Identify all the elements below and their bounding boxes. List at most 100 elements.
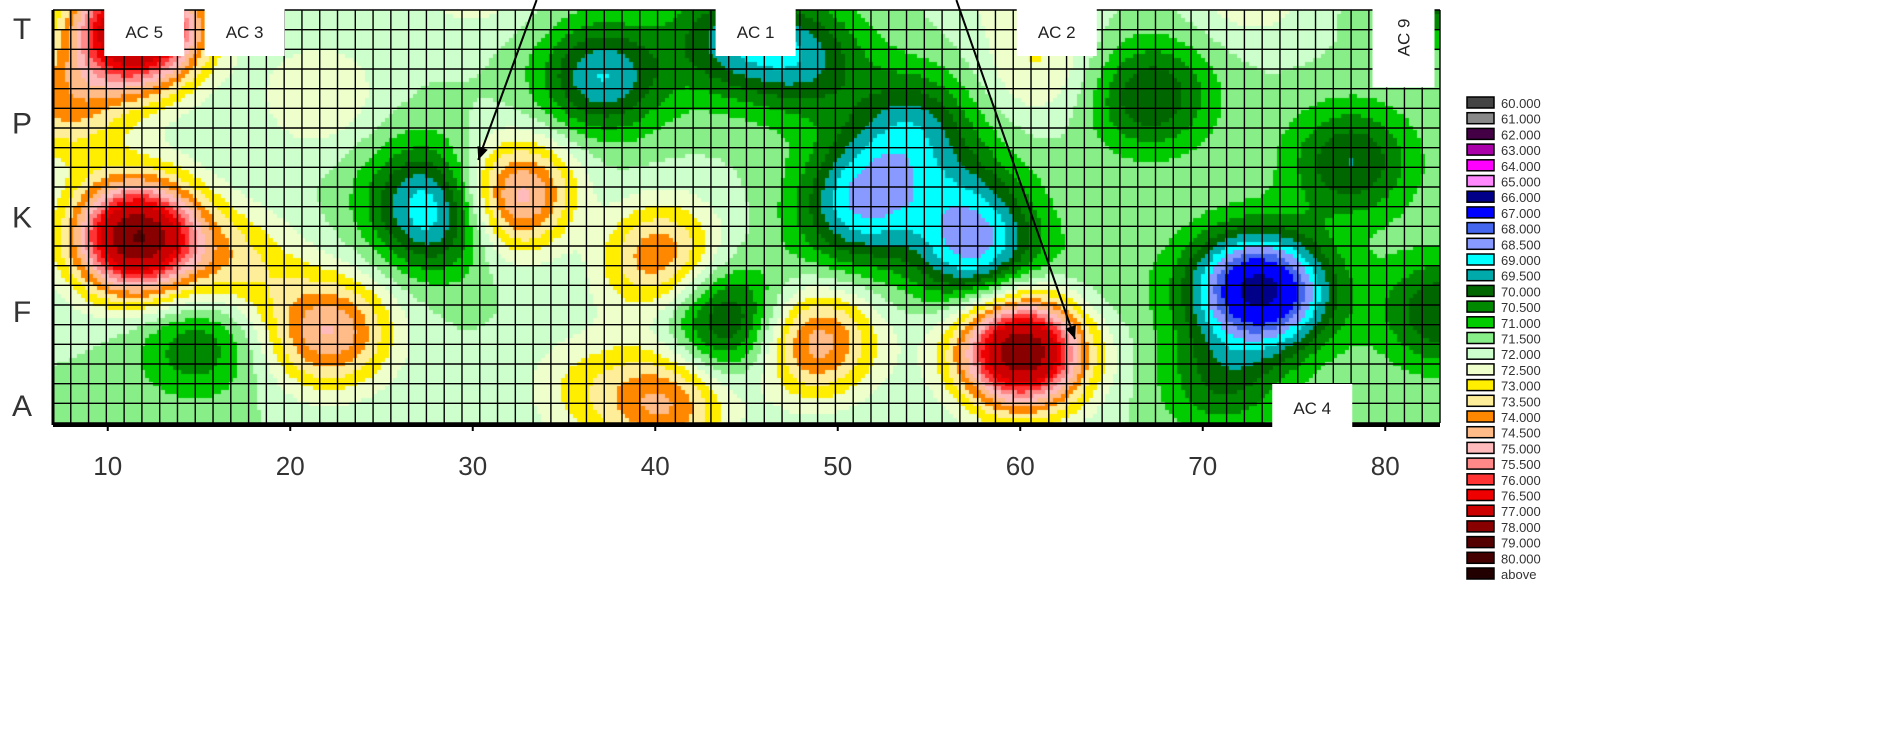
legend-swatch: [1466, 457, 1495, 470]
annotation-text: AC 9: [1395, 19, 1414, 57]
annotation-label: AC 2: [1016, 8, 1097, 56]
legend-swatch: [1466, 520, 1495, 533]
legend-label: 70.000: [1501, 284, 1541, 299]
annotation-box: [1272, 384, 1353, 432]
x-tick-label: 40: [641, 451, 670, 481]
legend-label: 69.000: [1501, 253, 1541, 268]
annotation-text: AC 2: [1038, 23, 1076, 42]
y-tick-label: A: [12, 390, 32, 423]
legend-swatch: [1466, 143, 1495, 156]
legend-swatch: [1466, 488, 1495, 502]
legend-label: 78.000: [1501, 520, 1541, 535]
legend-label: 61.000: [1501, 112, 1541, 127]
legend-swatch: [1466, 394, 1495, 408]
legend-label: 72.500: [1501, 363, 1541, 378]
legend-swatch: [1466, 441, 1495, 455]
annotation-label: AC 5: [104, 8, 185, 56]
annotation-text: AC 5: [125, 23, 163, 42]
legend-label: 76.000: [1501, 473, 1541, 488]
legend-swatch: [1466, 111, 1495, 125]
annotation-label: AC 3: [204, 8, 285, 56]
annotation-text: AC 3: [226, 23, 264, 42]
legend-swatch: [1466, 551, 1495, 565]
y-tick-label: K: [12, 202, 32, 235]
legend-swatch: [1466, 237, 1495, 251]
legend-label: 73.000: [1501, 379, 1541, 394]
legend-swatch: [1466, 284, 1495, 298]
axes: 10 20 30 40 50 60 70 80 T P K F A: [12, 10, 1440, 481]
legend-label: 63.000: [1501, 143, 1541, 158]
arrow-head: [1065, 325, 1076, 340]
legend-label: 74.500: [1501, 426, 1541, 441]
legend-swatch: [1466, 206, 1495, 219]
legend-label: above: [1501, 567, 1536, 582]
legend-swatch: [1466, 127, 1495, 141]
legend-label: 72.000: [1501, 347, 1541, 362]
legend-label: 75.000: [1501, 441, 1541, 456]
annotation-box: [1016, 8, 1097, 56]
x-tick-label: 60: [1006, 451, 1035, 481]
annotation-box: [104, 8, 185, 56]
x-tick-label: 30: [458, 451, 487, 481]
arrow-head: [477, 145, 488, 160]
annotation-label: AC 4: [1272, 384, 1353, 432]
legend-label: 71.500: [1501, 332, 1541, 347]
x-tick-label: 20: [276, 451, 305, 481]
legend-swatch: [1466, 504, 1495, 517]
legend-swatch: [1466, 316, 1495, 329]
legend-swatch: [1466, 174, 1495, 188]
legend-label: 79.000: [1501, 536, 1541, 551]
legend-swatch: [1466, 331, 1495, 345]
y-tick-label: T: [13, 13, 31, 46]
annotation-text: AC 4: [1293, 399, 1331, 418]
legend-label: 69.500: [1501, 269, 1541, 284]
legend-swatch: [1466, 410, 1495, 423]
legend-label: 62.000: [1501, 127, 1541, 142]
legend-label: 75.500: [1501, 457, 1541, 472]
legend-swatch: [1466, 425, 1495, 439]
y-tick-label: F: [13, 296, 31, 329]
legend-swatch: [1466, 363, 1495, 376]
annotation-arrow: [477, 0, 538, 161]
annotation-arrow: [955, 0, 1076, 340]
legend-label: 74.000: [1501, 410, 1541, 425]
legend-label: 66.000: [1501, 190, 1541, 205]
legend-swatch: [1466, 221, 1495, 235]
legend-swatch: [1466, 300, 1495, 313]
legend-label: 64.000: [1501, 159, 1541, 174]
annotations: AC 5 AC 3 AC 1 AC 2 AC 9 AC 4: [104, 0, 1435, 432]
legend-label: 71.000: [1501, 316, 1541, 331]
x-tick-label: 80: [1371, 451, 1400, 481]
color-legend: 60.00061.00062.00063.00064.00065.00066.0…: [1466, 96, 1541, 582]
x-tick-label: 50: [823, 451, 852, 481]
legend-label: 77.000: [1501, 504, 1541, 519]
legend-swatch: [1466, 347, 1495, 360]
legend-label: 68.000: [1501, 222, 1541, 237]
legend-label: 76.500: [1501, 489, 1541, 504]
annotation-text: AC 1: [737, 23, 775, 42]
x-tick-label: 10: [93, 451, 122, 481]
legend-swatch: [1466, 268, 1495, 282]
annotation-box: [715, 8, 796, 56]
legend-label: 68.500: [1501, 237, 1541, 252]
legend-label: 70.500: [1501, 300, 1541, 315]
annotation-label: AC 9: [1372, 0, 1435, 88]
legend-swatch: [1466, 535, 1495, 549]
x-tick-label: 70: [1188, 451, 1217, 481]
legend-label: 67.000: [1501, 206, 1541, 221]
annotation-box: [204, 8, 285, 56]
legend-label: 80.000: [1501, 551, 1541, 566]
legend-swatch: [1466, 190, 1495, 203]
legend-label: 60.000: [1501, 96, 1541, 111]
annotation-label: AC 1: [715, 8, 796, 56]
legend-label: 65.000: [1501, 175, 1541, 190]
legend-swatch: [1466, 159, 1495, 172]
y-tick-label: P: [12, 107, 32, 140]
legend-swatch: [1466, 473, 1495, 486]
legend-swatch: [1466, 378, 1495, 392]
annotation-box: [1372, 0, 1435, 88]
legend-swatch: [1466, 96, 1495, 109]
legend-swatch: [1466, 253, 1495, 266]
